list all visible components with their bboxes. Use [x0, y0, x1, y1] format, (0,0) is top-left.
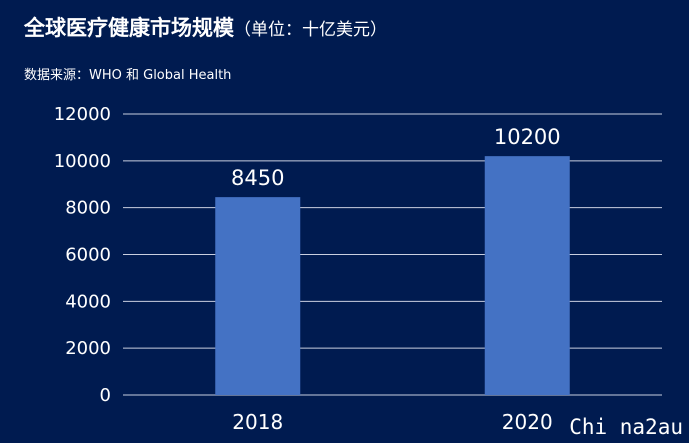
chart-title-main: 全球医疗健康市场规模 [24, 16, 234, 40]
grid-layer [123, 113, 662, 396]
watermark: Chi na2au [569, 415, 683, 439]
y-tick-label-8000: 8000 [65, 198, 111, 219]
x-tick-label-2020: 2020 [502, 410, 553, 434]
data-label-2018: 8450 [231, 166, 284, 190]
data-label-2020: 10200 [494, 125, 561, 149]
bar-2018 [215, 197, 301, 395]
y-tick-label-12000: 12000 [54, 104, 111, 125]
y-tick-label-4000: 4000 [65, 291, 111, 312]
chart-source: 数据来源：WHO 和 Global Health [24, 68, 232, 83]
y-tick-label-0: 0 [100, 385, 111, 406]
label-layer: 0 2000 4000 6000 8000 10000 12000 8450 2018 10200… [54, 104, 561, 434]
chart-title: 全球医疗健康市场规模（单位：十亿美元） [24, 12, 387, 42]
bar-2020 [484, 156, 570, 395]
y-tick-label-10000: 10000 [54, 151, 111, 172]
y-tick-label-6000: 6000 [65, 245, 111, 266]
y-tick-label-2000: 2000 [65, 338, 111, 359]
chart-title-unit: （单位：十亿美元） [234, 20, 387, 40]
bar-layer [215, 156, 570, 395]
x-tick-label-2018: 2018 [232, 410, 283, 434]
